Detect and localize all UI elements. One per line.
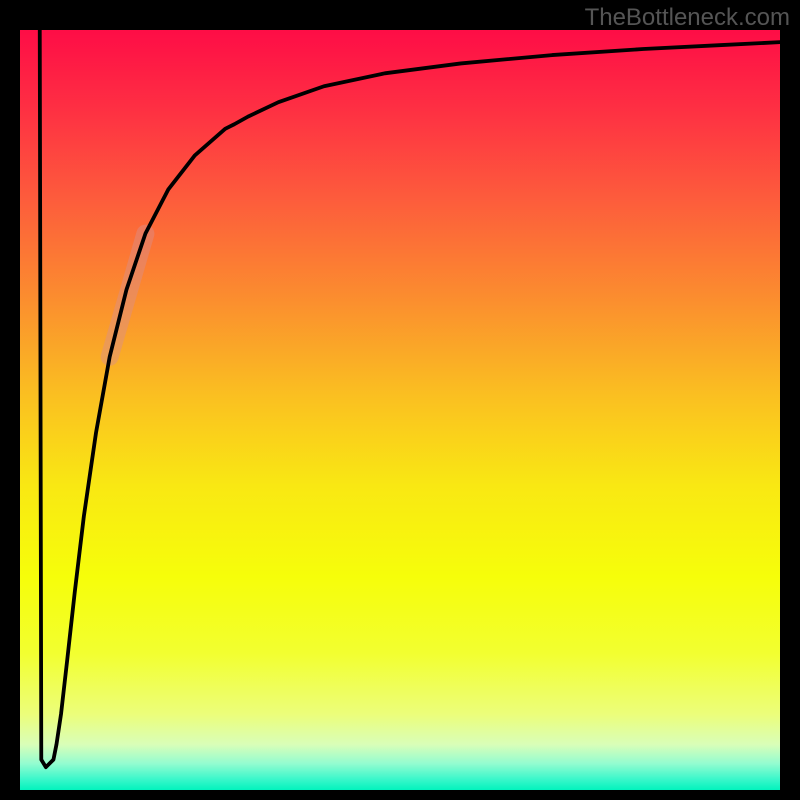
plot-area — [20, 30, 780, 790]
gradient-bottleneck-chart — [0, 0, 800, 800]
watermark-text: TheBottleneck.com — [585, 4, 790, 32]
chart-container: TheBottleneck.com — [0, 0, 800, 800]
